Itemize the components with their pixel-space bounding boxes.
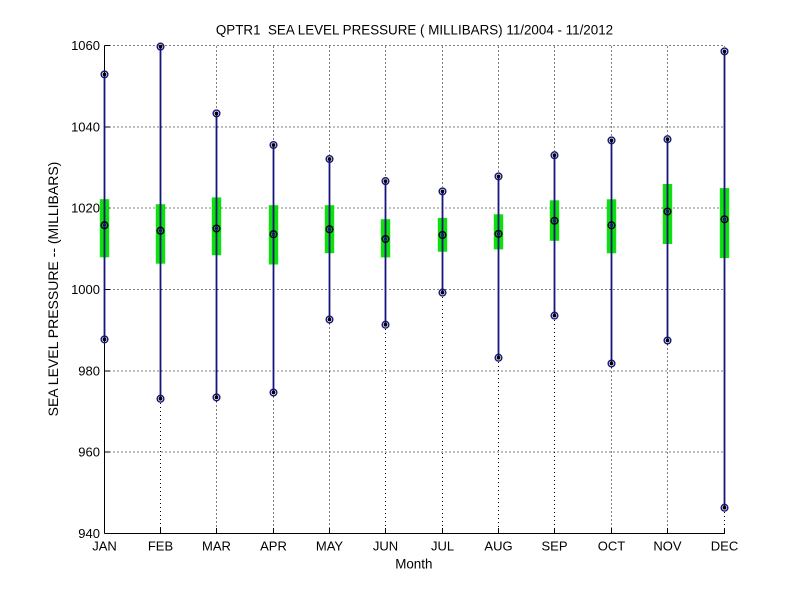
svg-text:940: 940 bbox=[78, 526, 100, 541]
svg-text:SEP: SEP bbox=[541, 539, 567, 554]
svg-text:980: 980 bbox=[78, 363, 100, 378]
svg-text:1020: 1020 bbox=[71, 201, 100, 216]
svg-text:MAR: MAR bbox=[202, 539, 231, 554]
svg-text:JUL: JUL bbox=[431, 539, 454, 554]
svg-text:APR: APR bbox=[260, 539, 287, 554]
svg-text:JAN: JAN bbox=[92, 539, 117, 554]
svg-text:1040: 1040 bbox=[71, 119, 100, 134]
svg-text:1000: 1000 bbox=[71, 282, 100, 297]
svg-text:NOV: NOV bbox=[653, 539, 682, 554]
svg-text:DEC: DEC bbox=[711, 539, 738, 554]
svg-text:MAY: MAY bbox=[316, 539, 344, 554]
svg-text:FEB: FEB bbox=[148, 539, 173, 554]
svg-text:Month: Month bbox=[395, 556, 432, 571]
svg-text:JUN: JUN bbox=[373, 539, 398, 554]
svg-text:960: 960 bbox=[78, 445, 100, 460]
svg-text:QPTR1 SEA LEVEL PRESSURE ( MI: QPTR1 SEA LEVEL PRESSURE ( MILLIBARS) 11… bbox=[216, 22, 613, 37]
svg-text:OCT: OCT bbox=[598, 539, 626, 554]
svg-text:AUG: AUG bbox=[484, 539, 512, 554]
svg-text:1060: 1060 bbox=[71, 38, 100, 53]
svg-text:SEA LEVEL PRESSURE -- (MILLIBA: SEA LEVEL PRESSURE -- (MILLIBARS) bbox=[45, 162, 61, 417]
